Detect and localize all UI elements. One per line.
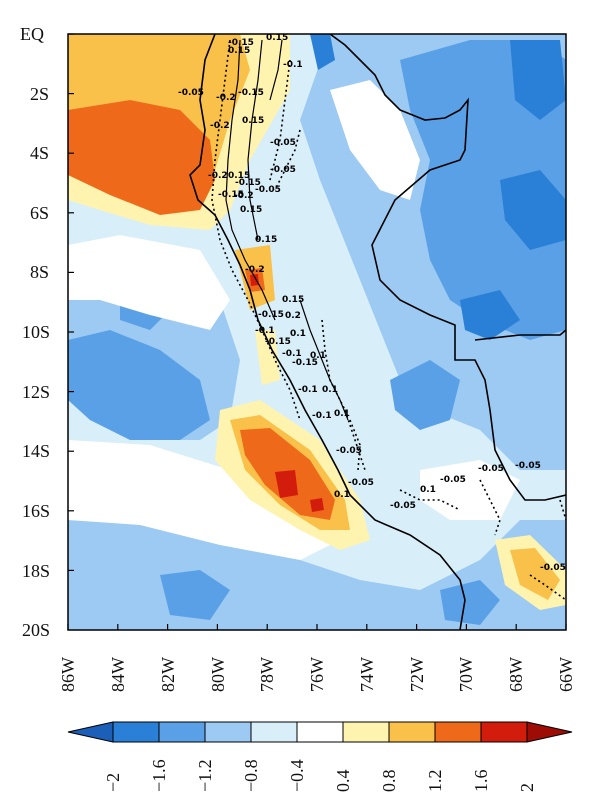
lat-label: 18S xyxy=(22,561,50,581)
contour-label: 0.15 xyxy=(266,33,288,43)
colorbar-bin xyxy=(204,721,252,743)
lon-label: 68W xyxy=(506,657,526,692)
contour-label: -0.05 xyxy=(515,461,541,471)
contour-label: 0.15 xyxy=(240,205,262,215)
colorbar-label: −0.4 xyxy=(287,759,307,792)
contour-label: -0.2 xyxy=(216,93,236,103)
contour-label: -0.1 xyxy=(255,326,275,336)
contour-label: -0.05 xyxy=(336,446,362,456)
colorbar-bin xyxy=(296,721,344,743)
contour-labels: -0.15 0.15 0.15 -0.1 -0.05 -0.2 -0.15 0.… xyxy=(178,33,566,573)
colorbar-label: −2 xyxy=(103,773,123,792)
contour-label: -0.2 xyxy=(210,121,230,131)
contour-label: -0.2 xyxy=(208,171,228,181)
colorbar-bin xyxy=(342,721,390,743)
contour-label: 0.15 xyxy=(255,235,277,245)
lat-label: EQ xyxy=(20,24,44,44)
contours-positive xyxy=(225,39,349,421)
lon-label: 86W xyxy=(58,657,78,692)
contour-label: -0.05 xyxy=(390,501,416,511)
lon-label: 66W xyxy=(556,657,576,692)
lon-label: 70W xyxy=(456,657,476,692)
contours-negative xyxy=(211,39,566,601)
lat-label: 16S xyxy=(22,501,50,521)
contour-label: -0.1 xyxy=(298,385,318,395)
contour-label: -0.05 xyxy=(178,88,204,98)
lon-label: 78W xyxy=(257,657,277,692)
map-plot-area: -0.15 0.15 0.15 -0.1 -0.05 -0.2 -0.15 0.… xyxy=(68,33,566,630)
contour-label: -0.05 xyxy=(348,478,374,488)
contour-label: -0.15 xyxy=(228,38,254,48)
contour-label: -0.15 xyxy=(235,178,261,188)
lat-label: 12S xyxy=(22,382,50,402)
contour-label: -0.15 xyxy=(218,190,244,200)
contour-label: 0.15 xyxy=(282,295,304,305)
colorbar-label: −1.6 xyxy=(149,759,169,792)
colorbar-bin xyxy=(250,721,298,743)
lon-label: 76W xyxy=(307,657,327,692)
contour-label: -0.2 xyxy=(234,191,254,201)
lat-label: 6S xyxy=(30,203,49,223)
latitude-labels: EQ 2S 4S 6S 8S 10S 12S 14S 16S 18S 20S xyxy=(20,24,50,640)
colorbar-label: 1.6 xyxy=(471,770,491,793)
contour-label: 0.15 xyxy=(228,46,250,56)
colorbar-label: 0.8 xyxy=(379,770,399,793)
contour-label: -0.15 xyxy=(258,310,284,320)
lat-label: 8S xyxy=(30,262,49,282)
contour-label: -0.15 xyxy=(265,337,291,347)
colorbar-under-arrow xyxy=(67,721,114,743)
contour-label: -0.1 xyxy=(282,349,302,359)
lat-label: 4S xyxy=(30,143,49,163)
colorbar-over-arrow xyxy=(526,721,573,743)
anomaly-fill-pos-strong xyxy=(250,274,324,512)
contour-label: 0.1 xyxy=(420,485,436,495)
contour-label: 0.2 xyxy=(285,311,301,321)
lat-label: 10S xyxy=(22,322,50,342)
axis-ticks xyxy=(67,33,567,630)
colorbar: −2 −1.6 −1.2 −0.8 −0.4 0.4 0.8 1.2 1.6 2 xyxy=(67,721,573,792)
contour-label: 0.1 xyxy=(290,329,306,339)
colorbar-labels: −2 −1.6 −1.2 −0.8 −0.4 0.4 0.8 1.2 1.6 2 xyxy=(103,759,537,792)
contour-label: 0.1 xyxy=(334,409,350,419)
colorbar-bin xyxy=(112,721,160,743)
colorbar-bin xyxy=(158,721,206,743)
contour-label: -0.05 xyxy=(540,563,566,573)
colorbar-label: 2 xyxy=(517,783,537,792)
contour-label: -0.05 xyxy=(255,185,281,195)
contour-label: 0.1 xyxy=(310,351,326,361)
colorbar-label: −0.8 xyxy=(241,759,261,792)
lon-label: 80W xyxy=(208,657,228,692)
contour-label: 0.15 xyxy=(242,116,264,126)
contour-label: -0.05 xyxy=(478,464,504,474)
lat-label: 14S xyxy=(22,441,50,461)
anomaly-fill-neg-strong xyxy=(310,34,566,340)
contour-label: -0.05 xyxy=(440,475,466,485)
lon-label: 82W xyxy=(158,657,178,692)
colorbar-label: −1.2 xyxy=(195,759,215,792)
contour-label: -0.1 xyxy=(312,411,332,421)
colorbar-bin xyxy=(388,721,436,743)
lon-label: 84W xyxy=(108,657,128,692)
lon-label: 72W xyxy=(407,657,427,692)
contour-label: -0.05 xyxy=(270,138,296,148)
contour-label: 0.1 xyxy=(322,385,338,395)
contour-label: -0.1 xyxy=(283,60,303,70)
lat-label: 2S xyxy=(30,84,49,104)
anomaly-fill-neutral xyxy=(68,80,520,560)
colorbar-label: 0.4 xyxy=(333,770,353,793)
contour-label: -0.15 xyxy=(292,358,318,368)
colorbar-bin xyxy=(480,721,528,743)
colorbar-label: 1.2 xyxy=(425,770,445,793)
contour-label: -0.2 xyxy=(245,265,265,275)
lon-label: 74W xyxy=(357,657,377,692)
contour-label: 0.1 xyxy=(334,490,350,500)
colorbar-bin xyxy=(434,721,482,743)
contour-label: 0.15 xyxy=(228,171,250,181)
longitude-labels: 86W 84W 82W 80W 78W 76W 74W 72W 70W 68W … xyxy=(58,657,576,692)
contour-label: -0.15 xyxy=(238,88,264,98)
contour-label: -0.05 xyxy=(270,165,296,175)
lat-label: 20S xyxy=(22,620,50,640)
